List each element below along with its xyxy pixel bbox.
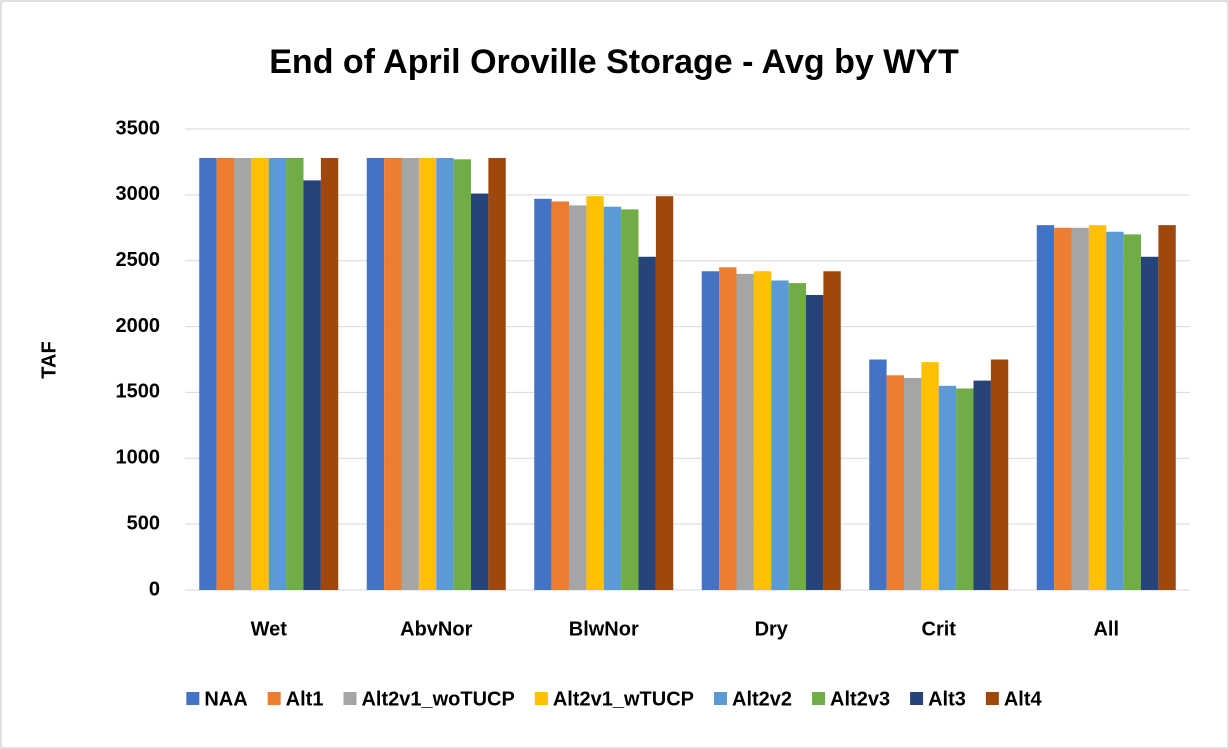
bar xyxy=(1158,225,1176,590)
x-tick-label: Crit xyxy=(922,618,957,640)
legend-swatch xyxy=(910,692,924,705)
y-tick-label: 3500 xyxy=(116,117,161,139)
bar xyxy=(586,196,604,590)
bar xyxy=(568,205,587,590)
bar xyxy=(320,157,339,590)
x-tick-label: Wet xyxy=(251,618,288,640)
legend-label: NAA xyxy=(204,688,247,710)
legend-swatch xyxy=(714,692,728,705)
bar xyxy=(788,283,807,590)
bar xyxy=(1088,225,1107,590)
bar xyxy=(886,375,904,590)
bar xyxy=(638,256,656,590)
y-tick-label: 0 xyxy=(149,578,160,600)
bar xyxy=(921,362,939,590)
bar xyxy=(251,157,269,590)
bar xyxy=(753,271,772,590)
y-tick-label: 1500 xyxy=(116,381,161,403)
bar xyxy=(1054,227,1072,591)
bar xyxy=(1106,231,1124,591)
bar xyxy=(903,377,922,590)
bar xyxy=(1141,256,1159,590)
bar xyxy=(701,271,720,590)
legend-label: Alt2v1_wTUCP xyxy=(553,688,694,710)
bar xyxy=(956,388,974,590)
x-tick-label: All xyxy=(1093,618,1119,640)
x-tick-label: Dry xyxy=(755,618,789,640)
legend-label: Alt2v1_woTUCP xyxy=(361,688,514,710)
y-tick-label: 500 xyxy=(127,512,160,534)
legend-label: Alt1 xyxy=(286,688,324,710)
bar xyxy=(199,157,217,590)
y-tick-label: 3000 xyxy=(116,183,161,205)
y-tick-label: 2500 xyxy=(116,249,161,271)
bar xyxy=(1123,234,1142,590)
bar xyxy=(418,157,437,590)
bar xyxy=(1071,227,1089,591)
bar xyxy=(719,267,737,590)
bar xyxy=(436,157,454,590)
bar xyxy=(655,196,674,590)
bar xyxy=(551,201,569,590)
bar xyxy=(1036,225,1055,590)
y-tick-label: 2000 xyxy=(116,315,161,337)
y-axis-label: TAF xyxy=(38,341,60,378)
bar xyxy=(806,294,824,590)
bar xyxy=(303,180,321,590)
chart-title: End of April Oroville Storage - Avg by W… xyxy=(269,43,959,81)
bar xyxy=(990,359,1009,590)
legend-label: Alt3 xyxy=(928,688,966,710)
legend-label: Alt2v3 xyxy=(830,688,890,710)
legend-swatch xyxy=(343,692,357,705)
bar xyxy=(384,157,402,590)
legend-swatch xyxy=(985,692,999,705)
bar xyxy=(603,206,622,590)
bar xyxy=(938,385,957,590)
bar xyxy=(453,159,472,590)
x-tick-label: AbvNor xyxy=(400,618,472,640)
y-tick-label: 1000 xyxy=(116,447,161,469)
legend-swatch xyxy=(812,692,826,705)
legend-swatch xyxy=(534,692,548,705)
bar xyxy=(471,193,489,591)
bar xyxy=(621,209,639,591)
x-tick-label: BlwNor xyxy=(569,618,639,640)
bar xyxy=(401,157,419,590)
legend-label: Alt4 xyxy=(1004,688,1043,710)
bar xyxy=(534,198,552,590)
legend-swatch xyxy=(186,692,200,705)
bar xyxy=(973,380,991,590)
bar xyxy=(823,271,841,590)
bar xyxy=(736,273,754,590)
legend-label: Alt2v2 xyxy=(732,688,792,710)
bar xyxy=(771,280,789,590)
bar xyxy=(268,157,287,590)
bar xyxy=(869,359,887,590)
bar xyxy=(366,157,385,590)
bar xyxy=(488,157,506,590)
legend-swatch xyxy=(267,692,281,705)
bar xyxy=(216,157,234,590)
bar xyxy=(233,157,252,590)
bar xyxy=(286,157,304,590)
